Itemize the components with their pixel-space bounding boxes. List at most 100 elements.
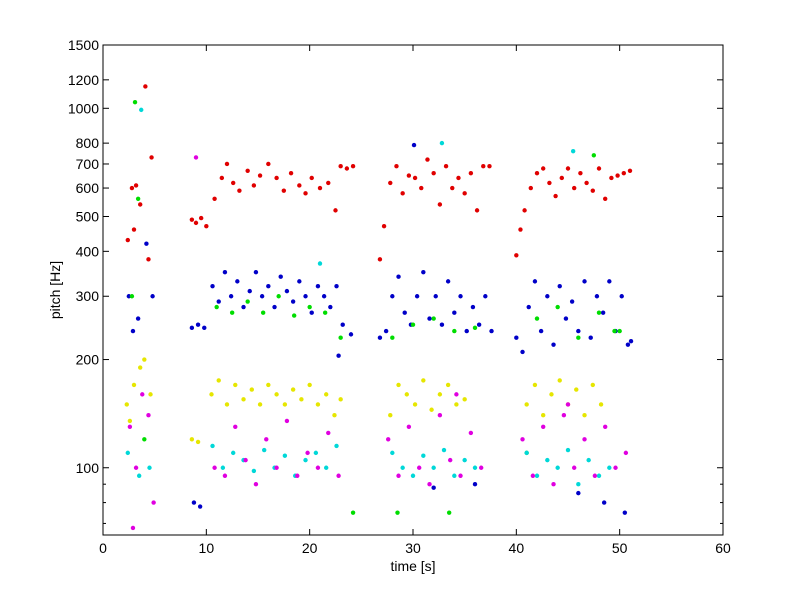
partial-cyan-point: [147, 465, 152, 470]
partial-green-point: [555, 304, 560, 310]
partial-red-point: [590, 188, 595, 193]
partial-blue-point: [197, 504, 203, 509]
partial-red-point: [437, 202, 443, 207]
partial-red-point: [559, 175, 564, 181]
partial-magenta-point: [295, 473, 300, 478]
partial-cyan-point: [462, 457, 467, 463]
axes-frame: [102, 44, 724, 536]
partial-magenta-point: [274, 465, 279, 470]
partial-cyan-point: [410, 473, 416, 478]
partial-green-point: [129, 294, 135, 299]
partial-magenta-point: [541, 424, 546, 429]
partial-blue-point: [297, 279, 302, 284]
partial-blue-point: [576, 328, 581, 334]
partial-green-point: [142, 437, 147, 442]
partial-red-point: [204, 223, 209, 229]
partial-red-point: [274, 175, 279, 181]
partial-red-point: [584, 180, 589, 186]
partial-magenta-point: [222, 473, 228, 478]
partial-magenta-point: [437, 413, 443, 418]
partial-magenta-point: [582, 437, 587, 442]
partial-cyan-point: [303, 457, 308, 463]
partial-blue-point: [144, 241, 149, 246]
partial-blue-point: [476, 322, 482, 327]
partial-green-point: [390, 335, 395, 340]
partial-magenta-point: [427, 482, 432, 487]
partial-red-point: [522, 208, 527, 213]
partial-blue-point: [445, 279, 451, 284]
y-tick-label: 700: [76, 156, 100, 172]
partial-magenta-point: [305, 450, 310, 456]
partial-yellow-point: [138, 365, 143, 370]
partial-yellow-point: [282, 402, 288, 407]
partial-green-point: [612, 328, 617, 334]
partial-cyan-point: [136, 473, 142, 478]
partial-red-point: [565, 166, 571, 171]
y-tick-label: 600: [76, 180, 100, 196]
partial-blue-point: [563, 316, 569, 321]
partial-yellow-point: [549, 392, 554, 397]
partial-red-point: [146, 257, 151, 262]
partial-yellow-point: [332, 413, 337, 418]
partial-blue-point: [189, 325, 195, 331]
partial-green-point: [338, 335, 343, 340]
partial-yellow-point: [299, 397, 304, 402]
partial-blue-point: [526, 304, 531, 310]
partial-red-point: [231, 180, 236, 186]
partial-green-point: [132, 99, 138, 105]
partial-blue-point: [489, 328, 494, 334]
partial-yellow-point: [338, 397, 343, 402]
y-tick-label: 400: [76, 243, 100, 259]
partial-yellow-point: [216, 378, 221, 383]
partial-magenta-point: [613, 465, 618, 470]
partial-yellow-point: [189, 437, 195, 442]
partial-cyan-point: [313, 450, 319, 456]
partial-yellow-point: [598, 402, 604, 407]
partial-red-point: [198, 215, 204, 221]
partial-red-point: [129, 185, 135, 191]
partial-blue-point: [607, 279, 612, 284]
partial-blue-point: [464, 328, 469, 334]
partial-red-point: [326, 180, 331, 186]
partial-blue-point: [576, 490, 581, 496]
partial-blue-point: [452, 310, 457, 315]
partial-yellow-point: [241, 397, 246, 402]
partial-yellow-point: [307, 382, 312, 388]
x-tick-label: 10: [199, 540, 215, 556]
partial-cyan-point: [607, 465, 612, 470]
partial-magenta-point: [454, 392, 459, 397]
partial-yellow-point: [324, 392, 329, 397]
partial-yellow-point: [388, 413, 393, 418]
partial-red-point: [143, 84, 148, 89]
partial-red-point: [257, 173, 263, 178]
partial-magenta-point: [592, 473, 598, 478]
y-axis: 100 200 300 400 500 600 700 800 1000 1200 1500: [68, 37, 723, 524]
partial-green-point: [431, 316, 436, 321]
partial-magenta-point: [448, 457, 453, 463]
partial-yellow-point: [127, 418, 133, 424]
partial-red-point: [251, 183, 257, 188]
partial-magenta-point: [406, 424, 412, 429]
partial-blue-point: [195, 322, 201, 327]
partial-blue-point: [241, 304, 246, 310]
partial-red-point: [518, 227, 523, 232]
partial-magenta-point: [253, 482, 259, 487]
partial-red-point: [381, 223, 387, 229]
partial-green-point: [229, 310, 235, 315]
partial-cyan-point: [334, 443, 339, 449]
partial-red-point: [609, 175, 614, 181]
partial-magenta-point: [386, 437, 391, 442]
partial-red-point: [541, 166, 546, 171]
partial-blue-point: [514, 335, 519, 340]
partial-magenta-point: [396, 473, 401, 478]
partial-magenta-point: [127, 424, 133, 429]
partial-blue-point: [272, 304, 277, 310]
y-tick-label: 800: [76, 135, 100, 151]
partial-red-point: [534, 170, 540, 176]
y-tick-label: 100: [76, 460, 100, 476]
partial-magenta-point: [530, 473, 536, 478]
partial-red-point: [572, 185, 577, 191]
partial-red-point: [131, 227, 137, 232]
partial-red-point: [303, 191, 308, 196]
partial-yellow-point: [557, 378, 562, 383]
